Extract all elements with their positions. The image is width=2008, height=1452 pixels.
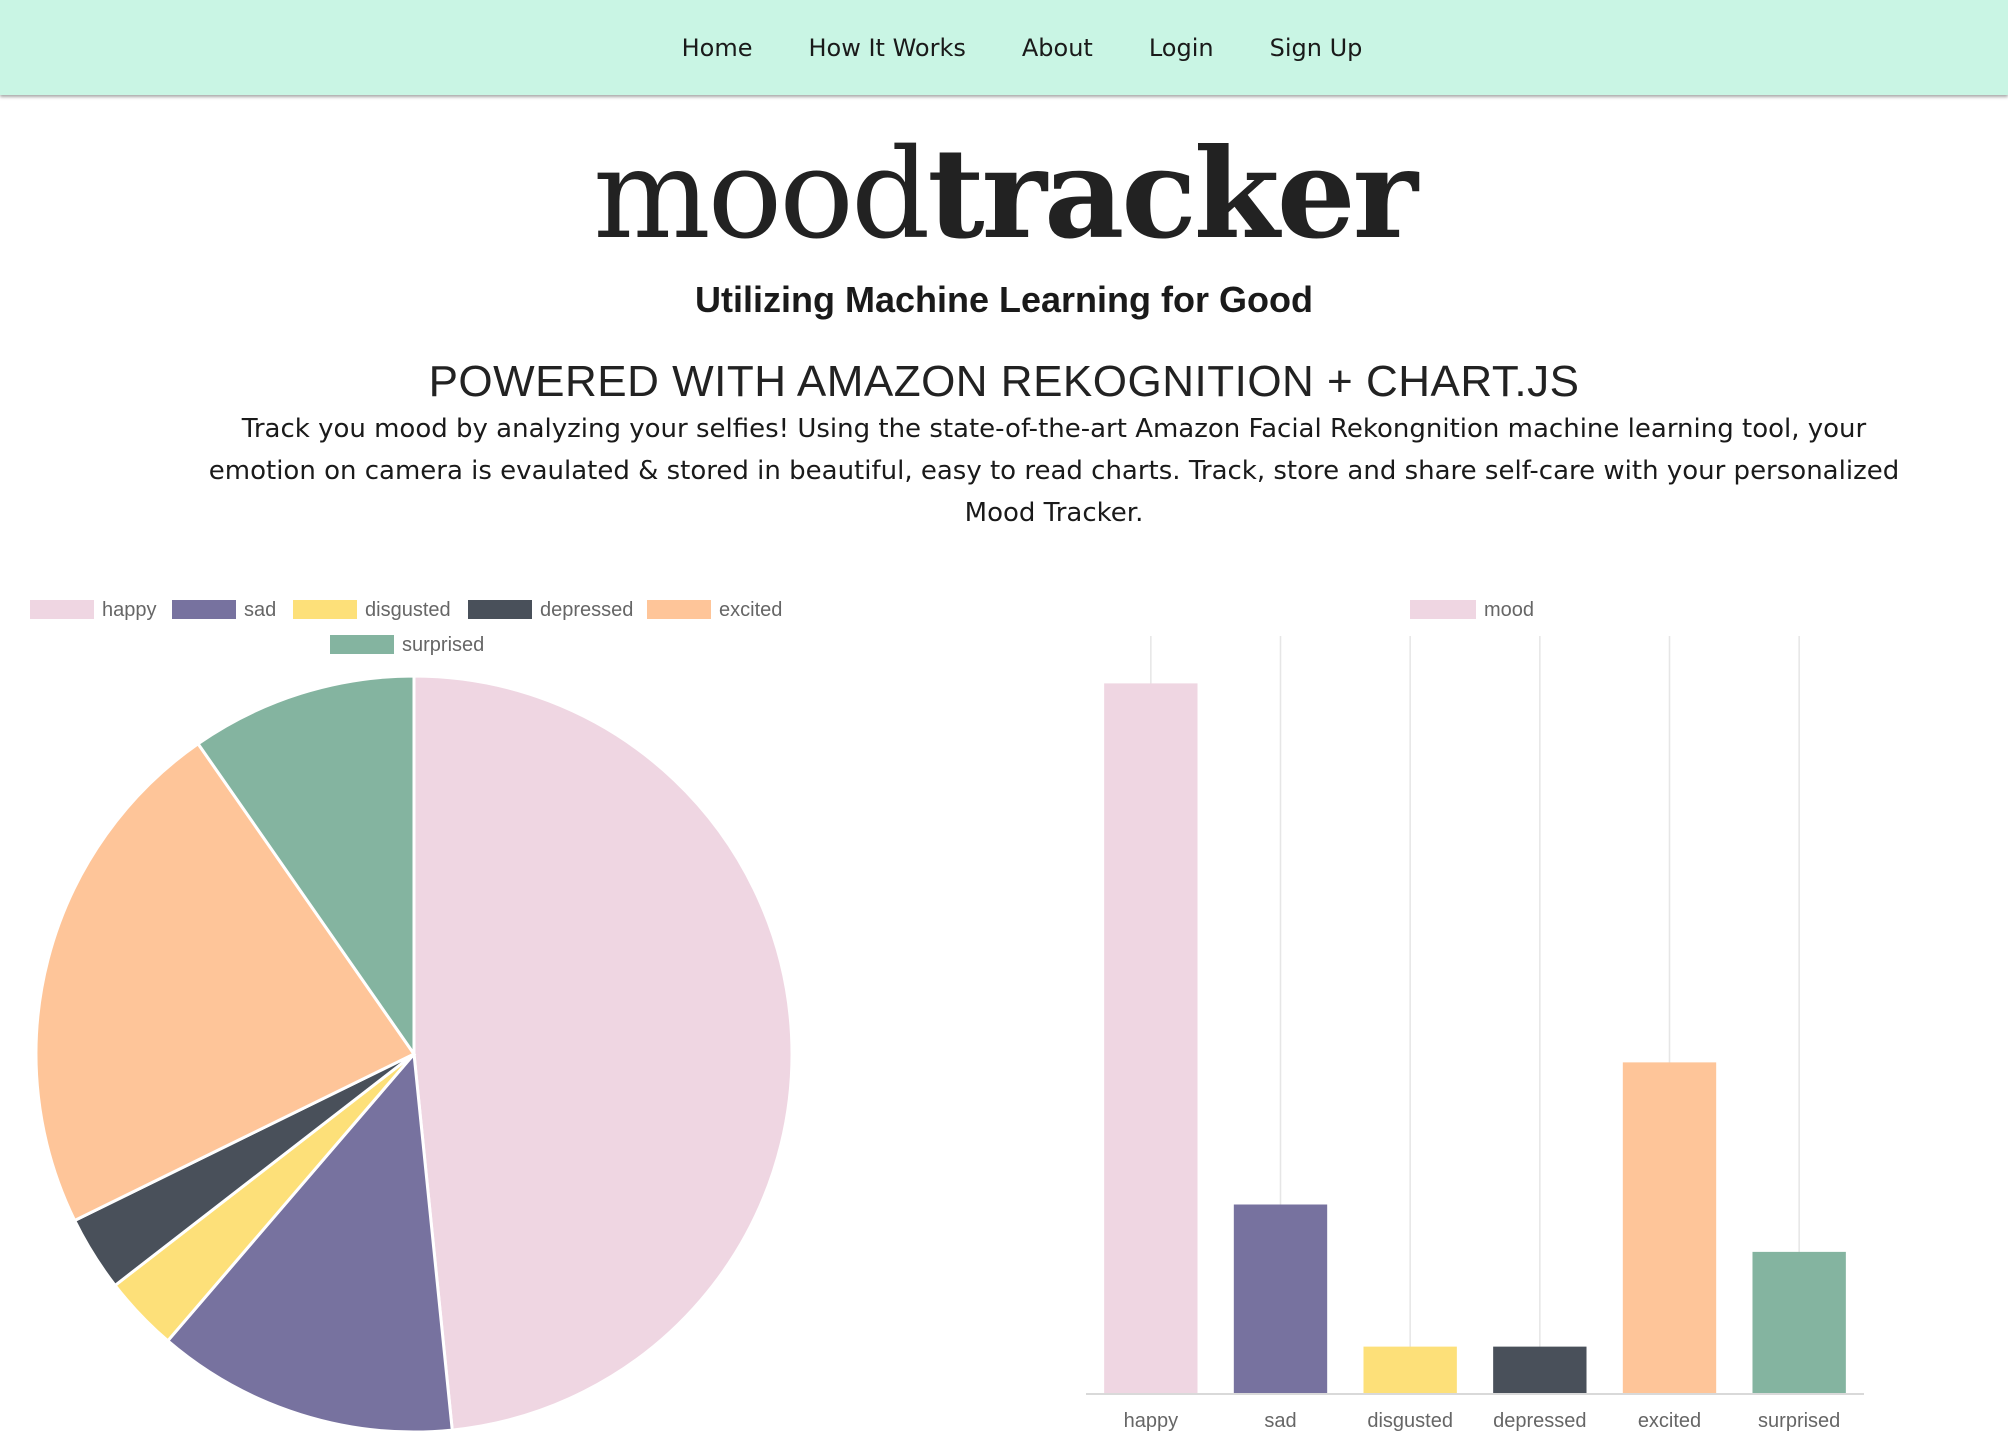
legend-swatch-disgusted[interactable] xyxy=(293,600,357,619)
description-paragraph: Track you mood by analyzing your selfies… xyxy=(208,414,1900,528)
legend-label-excited[interactable]: excited xyxy=(719,599,782,621)
legend-label-depressed[interactable]: depressed xyxy=(540,599,633,621)
legend-swatch-mood[interactable] xyxy=(1410,600,1476,619)
x-tick-label-depressed: depressed xyxy=(1493,1410,1586,1432)
legend-swatch-sad[interactable] xyxy=(172,600,236,619)
x-tick-label-surprised: surprised xyxy=(1758,1410,1840,1432)
bar-surprised[interactable] xyxy=(1752,1251,1846,1394)
pie-slice-happy[interactable] xyxy=(412,674,794,1432)
site-logo: moodtracker xyxy=(0,120,2008,270)
pie-chart xyxy=(34,674,794,1434)
x-tick-label-happy: happy xyxy=(1124,1410,1179,1432)
bar-depressed[interactable] xyxy=(1493,1346,1587,1394)
bar-chart xyxy=(1104,683,1846,1394)
nav-about-link[interactable]: About xyxy=(1021,33,1093,62)
legend-swatch-excited[interactable] xyxy=(647,600,711,619)
nav-signup-link[interactable]: Sign Up xyxy=(1269,33,1363,62)
nav-how-it-works-link[interactable]: How It Works xyxy=(808,33,966,62)
legend-label-mood[interactable]: mood xyxy=(1484,599,1534,621)
x-tick-label-sad: sad xyxy=(1264,1410,1296,1432)
logo-text-bold: tracker xyxy=(927,122,1418,267)
legend-swatch-depressed[interactable] xyxy=(468,600,532,619)
legend-label-sad[interactable]: sad xyxy=(244,599,276,621)
x-tick-label-disgusted: disgusted xyxy=(1367,1410,1453,1432)
bar-sad[interactable] xyxy=(1233,1204,1328,1395)
pie-chart-legend: happy sad disgusted depressed excited surpris… xyxy=(30,599,782,656)
tagline: Utilizing Machine Learning for Good xyxy=(695,279,1313,320)
nav-home-link[interactable]: Home xyxy=(681,33,753,62)
pie-slice-sad[interactable] xyxy=(165,1050,454,1434)
legend-swatch-happy[interactable] xyxy=(30,600,94,619)
bar-chart-x-axis: happy sad disgusted depressed excited surpris… xyxy=(1086,1393,1864,1432)
legend-label-disgusted[interactable]: disgusted xyxy=(365,599,451,621)
pie-slice-excited[interactable] xyxy=(34,741,417,1223)
bar-disgusted[interactable] xyxy=(1363,1346,1457,1394)
legend-label-surprised[interactable]: surprised xyxy=(402,634,484,656)
bar-happy[interactable] xyxy=(1104,683,1198,1394)
bar-excited[interactable] xyxy=(1622,1062,1717,1394)
nav-login-link[interactable]: Login xyxy=(1148,33,1214,62)
powered-by-heading: POWERED WITH AMAZON REKOGNITION + CHART.… xyxy=(428,357,1580,406)
pie-slice-surprised[interactable] xyxy=(195,674,416,1059)
legend-label-happy[interactable]: happy xyxy=(102,599,157,621)
bar-chart-legend: mood xyxy=(1410,599,1534,621)
top-navbar: Home How It Works About Login Sign Up xyxy=(0,0,2008,95)
x-tick-label-excited: excited xyxy=(1638,1410,1701,1432)
legend-swatch-surprised[interactable] xyxy=(330,635,394,654)
logo-text-light: mood xyxy=(593,123,930,267)
